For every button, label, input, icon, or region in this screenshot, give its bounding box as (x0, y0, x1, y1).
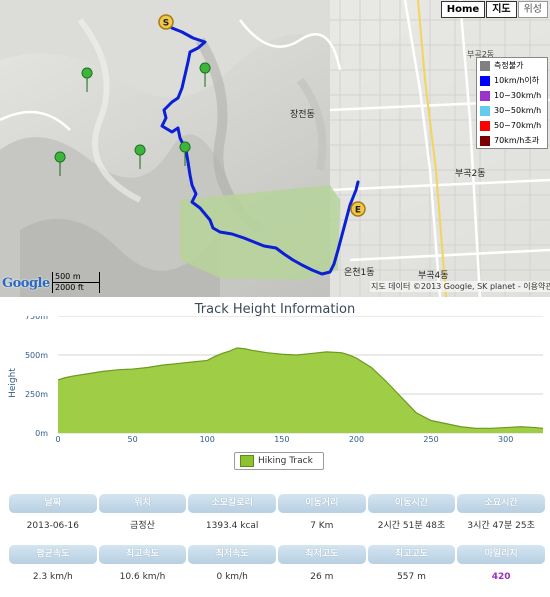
x-tick-label: 100 (200, 435, 215, 444)
speed-legend: 측정불가 10km/h이하 10~30km/h 30~50km/h 50~70k… (476, 57, 548, 149)
stat-header-avg-speed: 평균속도 (9, 545, 97, 564)
legend-swatch (480, 75, 490, 86)
legend-label: 70km/h초과 (494, 136, 540, 145)
place-label-jangjeon: 장전동 (290, 110, 315, 120)
stat-header-mileage: 마일리지 (457, 545, 545, 564)
stat-header-location: 위치 (98, 494, 187, 513)
stat-value-location: 금정산 (130, 521, 155, 531)
legend-row: 70km/h초과 (477, 133, 547, 148)
place-label-oncheon1: 온천1동 (344, 268, 375, 278)
legend-swatch (480, 135, 490, 146)
stats-value-row-1: 2013-06-16 금정산 1393.4 kcal 7 Km 2시간 51분 … (8, 516, 546, 536)
map-attribution[interactable]: 지도 데이터 ©2013 Google, SK planet - 이용약관 (370, 281, 550, 292)
stat-header-max-altitude: 최고고도 (367, 545, 456, 564)
stat-value-min-altitude: 26 m (310, 572, 334, 582)
legend-row: 측정불가 (477, 58, 547, 73)
scale-metric: 500 m (53, 272, 99, 283)
stat-header-min-speed: 최저속도 (188, 545, 276, 564)
stat-value-distance: 7 Km (310, 521, 334, 531)
legend-swatch (480, 105, 490, 116)
map-view-button[interactable]: 지도 (486, 1, 517, 18)
legend-row: 10~30km/h (477, 88, 547, 103)
x-tick-label: 0 (55, 435, 60, 444)
map-scale: 500 m 2000 ft (52, 272, 100, 293)
stat-value-min-speed: 0 km/h (216, 572, 248, 582)
stats-header-row-2: 평균속도 최고속도 최저속도 최저고도 최고고도 마일리지 (8, 545, 546, 564)
stat-header-max-speed: 최고속도 (98, 545, 187, 564)
y-tick-label: 750m (25, 316, 48, 321)
x-tick-label: 300 (498, 435, 513, 444)
chart-title: Track Height Information (194, 302, 356, 317)
legend-swatch (480, 90, 490, 101)
stat-value-avg-speed: 2.3 km/h (32, 572, 73, 582)
y-tick-label: 250m (25, 390, 48, 399)
waypoint-pin-icon (81, 67, 93, 93)
stat-header-min-altitude: 최저고도 (277, 545, 366, 564)
stats-header-row-1: 날짜 위치 소모칼로리 이동거리 이동시간 소요시간 (8, 494, 546, 513)
stat-value-max-altitude: 557 m (397, 572, 426, 582)
stats-value-row-2: 2.3 km/h 10.6 km/h 0 km/h 26 m 557 m 420 (8, 567, 546, 587)
satellite-view-button[interactable]: 위성 (517, 1, 548, 18)
legend-label: 측정불가 (494, 61, 524, 70)
legend-swatch (240, 455, 254, 467)
place-label-bugok4: 부곡4동 (418, 271, 449, 281)
stat-header-total-time: 소요시간 (457, 494, 545, 513)
legend-label: 10~30km/h (494, 91, 542, 100)
legend-label: 10km/h이하 (494, 76, 540, 85)
stat-header-moving-time: 이동시간 (367, 494, 456, 513)
y-tick-label: 0m (35, 429, 48, 438)
stat-value-mileage: 420 (491, 572, 511, 582)
stat-header-date: 날짜 (9, 494, 97, 513)
legend-label: 30~50km/h (494, 106, 542, 115)
route-map[interactable]: S E 장전동 부곡2동 부곡2동 온천1동 부곡4동 Home 지도 위성 측… (0, 0, 550, 297)
y-tick-label: 500m (25, 351, 48, 360)
stat-value-total-time: 3시간 47분 25초 (467, 521, 535, 531)
svg-text:E: E (355, 206, 361, 216)
end-marker-icon: E (350, 201, 366, 217)
waypoint-pin-icon (179, 141, 191, 167)
x-tick-label: 200 (349, 435, 364, 444)
stat-value-calories: 1393.4 kcal (205, 521, 259, 531)
map-type-controls: Home 지도 위성 (440, 1, 548, 18)
height-line (57, 347, 544, 429)
place-label-bugok2: 부곡2동 (455, 169, 486, 179)
chart-legend-label: Hiking Track (258, 456, 313, 466)
stat-value-moving-time: 2시간 51분 48초 (377, 521, 446, 531)
height-chart: 0m 250m 500m 750m 0 50 100 150 200 250 300 Height (8, 316, 544, 444)
chart-legend: Hiking Track (234, 452, 324, 470)
x-tick-label: 250 (423, 435, 438, 444)
stat-header-distance: 이동거리 (277, 494, 366, 513)
y-axis-label: Height (8, 368, 18, 398)
legend-swatch (480, 120, 490, 131)
waypoint-pin-icon (199, 62, 211, 88)
svg-text:S: S (163, 19, 169, 29)
stat-value-max-speed: 10.6 km/h (119, 572, 166, 582)
waypoint-markers: S E (54, 14, 366, 217)
legend-row: 30~50km/h (477, 103, 547, 118)
height-area (58, 347, 543, 433)
waypoint-pin-icon (134, 144, 146, 170)
stat-value-date: 2013-06-16 (26, 521, 79, 531)
x-tick-label: 150 (274, 435, 289, 444)
google-logo: Google (2, 276, 50, 291)
track-path (160, 20, 360, 276)
home-button[interactable]: Home (440, 1, 486, 18)
legend-row: 10km/h이하 (477, 73, 547, 88)
x-tick-label: 50 (128, 435, 138, 444)
place-label-bugok2-top: 부곡2동 (467, 50, 495, 59)
scale-imperial: 2000 ft (55, 283, 84, 292)
waypoint-pin-icon (54, 151, 66, 177)
legend-row: 50~70km/h (477, 118, 547, 133)
start-marker-icon: S (158, 14, 174, 30)
legend-swatch (480, 60, 490, 71)
stat-header-calories: 소모칼로리 (188, 494, 276, 513)
legend-label: 50~70km/h (494, 121, 542, 130)
